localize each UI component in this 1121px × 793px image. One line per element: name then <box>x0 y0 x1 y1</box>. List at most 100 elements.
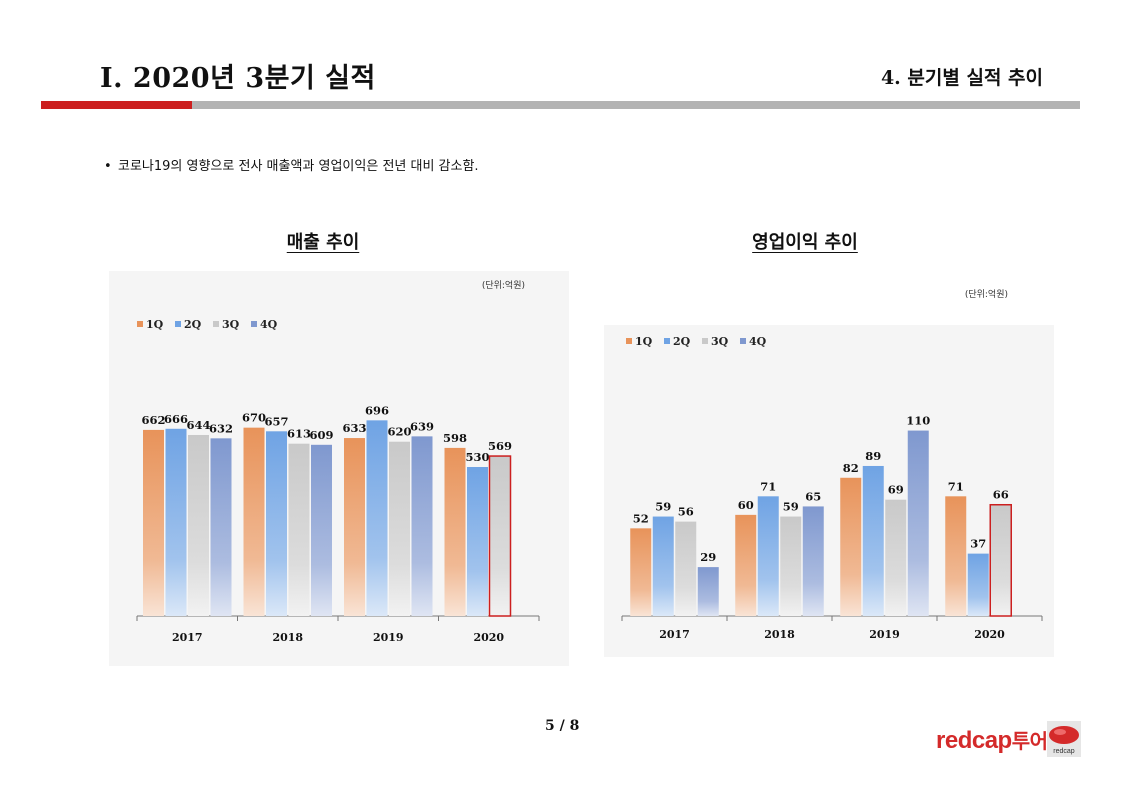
bar <box>967 553 989 616</box>
legend-item: 3Q <box>222 318 240 331</box>
data-label: 89 <box>865 449 881 463</box>
data-label: 60 <box>738 498 754 512</box>
profit-chart-svg: (단위:억원) 1Q 2Q 3Q 4Q 52 59 56 29 2017 60 71 59 65 2018 8… <box>621 288 1043 641</box>
data-label: 56 <box>678 505 694 519</box>
category-label: 2019 <box>869 628 900 641</box>
legend-swatch <box>251 321 257 327</box>
bar <box>143 429 164 616</box>
data-label: 662 <box>141 413 165 427</box>
category-label: 2020 <box>473 631 504 644</box>
legend-item: 2Q <box>184 318 202 331</box>
bar <box>467 467 488 616</box>
unit-label: (단위:억원) <box>965 288 1008 300</box>
data-label: 613 <box>287 427 311 441</box>
revenue-chart-title: 매출 추이 <box>286 232 360 253</box>
bar <box>444 447 466 616</box>
logo-mark-text: redcap <box>1053 748 1075 755</box>
data-label: 69 <box>888 483 904 497</box>
legend-item: 4Q <box>749 335 767 348</box>
category-label: 2019 <box>373 631 404 644</box>
data-label: 639 <box>410 419 434 433</box>
data-label: 644 <box>186 418 210 432</box>
bar <box>885 499 907 616</box>
data-label: 110 <box>906 414 930 428</box>
bar <box>630 528 652 616</box>
bar <box>862 465 884 616</box>
data-label: 609 <box>309 428 333 442</box>
data-label: 620 <box>387 425 411 439</box>
header-accent-rule <box>41 101 192 109</box>
bar <box>697 567 719 616</box>
data-label: 29 <box>700 550 716 564</box>
bar <box>945 496 967 616</box>
data-label: 37 <box>970 537 986 551</box>
summary-bullet: • 코로나19의 영향으로 전사 매출액과 영업이익은 전년 대비 감소함. <box>104 155 479 174</box>
profit-chart-title: 영업이익 추이 <box>752 232 858 253</box>
legend-swatch <box>626 338 632 344</box>
bar <box>311 444 332 616</box>
data-label: 66 <box>993 488 1009 502</box>
data-label: 530 <box>465 450 489 464</box>
bar <box>989 503 1012 617</box>
data-label: 633 <box>342 421 366 435</box>
legend-swatch <box>740 338 746 344</box>
bar <box>366 420 388 616</box>
data-label: 52 <box>633 511 649 525</box>
data-label: 59 <box>783 500 799 514</box>
legend-swatch <box>702 338 708 344</box>
bar <box>757 496 779 616</box>
bar <box>907 430 929 616</box>
data-label: 632 <box>209 421 233 435</box>
bar <box>840 477 862 616</box>
redcap-logo-icon: redcap <box>1047 721 1081 757</box>
bar <box>210 438 232 616</box>
unit-label: (단위:억원) <box>482 279 525 291</box>
data-label: 59 <box>655 500 671 514</box>
bullet-icon: • <box>104 159 112 174</box>
category-label: 2020 <box>974 628 1005 641</box>
data-label: 71 <box>760 479 776 493</box>
bar <box>188 434 209 616</box>
bar <box>802 506 824 616</box>
legend-item: 3Q <box>711 335 729 348</box>
category-label: 2017 <box>172 631 203 644</box>
company-logo: redcap투어 redcap <box>936 721 1082 759</box>
bar <box>488 455 512 617</box>
data-label: 670 <box>242 411 266 425</box>
category-label: 2018 <box>764 628 795 641</box>
summary-text: 코로나19의 영향으로 전사 매출액과 영업이익은 전년 대비 감소함. <box>118 159 479 174</box>
legend-item: 1Q <box>146 318 164 331</box>
bar <box>266 431 287 616</box>
legend-item: 4Q <box>260 318 278 331</box>
bar <box>389 441 410 616</box>
legend-swatch <box>137 321 143 327</box>
data-label: 82 <box>843 461 859 475</box>
data-label: 657 <box>264 414 288 428</box>
bar <box>243 427 265 616</box>
logo-wordmark: redcap투어 <box>936 727 1048 754</box>
data-label: 666 <box>164 412 188 426</box>
bar <box>735 514 757 616</box>
legend-item: 2Q <box>673 335 691 348</box>
page-title: Ⅰ. 2020년 3분기 실적 <box>100 63 376 94</box>
bar <box>675 521 697 616</box>
section-title: 4. 분기별 실적 추이 <box>880 67 1043 89</box>
header-rule <box>192 101 1080 109</box>
bar <box>165 428 187 616</box>
legend-item: 1Q <box>635 335 653 348</box>
bar <box>411 436 433 616</box>
data-label: 71 <box>948 479 964 493</box>
data-label: 696 <box>365 403 389 417</box>
bar <box>780 516 802 616</box>
page-number: 5 / 8 <box>545 718 580 734</box>
category-label: 2017 <box>659 628 690 641</box>
data-label: 598 <box>443 431 467 445</box>
data-label: 569 <box>488 439 512 453</box>
data-label: 65 <box>805 489 821 503</box>
legend-swatch <box>664 338 670 344</box>
bar <box>652 516 674 616</box>
category-label: 2018 <box>272 631 303 644</box>
legend-swatch <box>175 321 181 327</box>
bar <box>288 443 310 616</box>
